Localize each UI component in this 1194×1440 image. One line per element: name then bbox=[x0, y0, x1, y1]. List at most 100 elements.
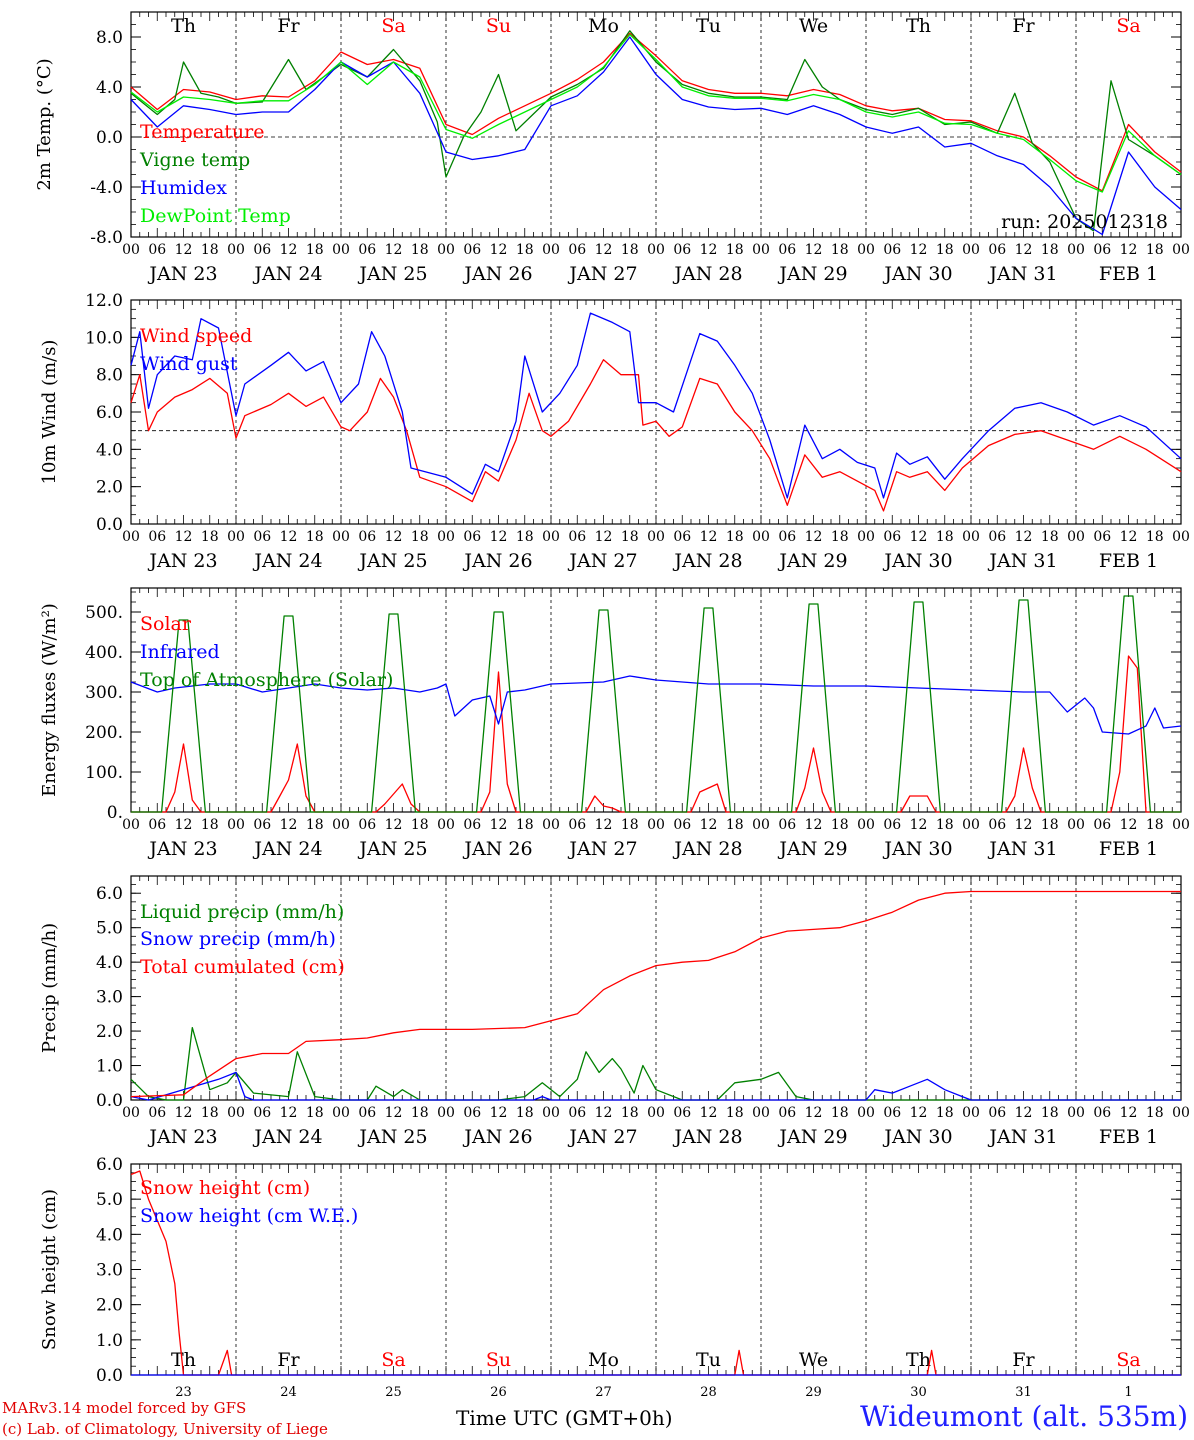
hour-tick-label: 06 bbox=[1093, 529, 1111, 545]
legend-entry: Wind speed bbox=[140, 325, 252, 347]
hour-tick-label: 18 bbox=[1146, 817, 1164, 833]
series-line bbox=[130, 675, 1182, 735]
weekday-label: Sa bbox=[1116, 15, 1140, 37]
hour-tick-label: 18 bbox=[1146, 242, 1164, 258]
hour-tick-label: 00 bbox=[437, 529, 455, 545]
hour-tick-label: 00 bbox=[962, 1105, 980, 1121]
y-tick-label: 0.0 bbox=[96, 1091, 123, 1111]
hour-tick-label: 18 bbox=[516, 1105, 534, 1121]
hour-tick-label: 06 bbox=[463, 1105, 481, 1121]
run-label: run: 2025012318 bbox=[1001, 211, 1168, 233]
legend-entry: Snow height (cm W.E.) bbox=[140, 1205, 358, 1227]
hour-tick-label: 00 bbox=[647, 1105, 665, 1121]
y-tick-label: 0.0 bbox=[96, 128, 123, 148]
hour-tick-label: 12 bbox=[175, 529, 193, 545]
hour-tick-label: 06 bbox=[673, 242, 691, 258]
hour-tick-label: 06 bbox=[253, 1105, 271, 1121]
y-tick-label: 5.0 bbox=[96, 919, 123, 939]
hour-tick-label: 18 bbox=[306, 529, 324, 545]
hour-tick-label: 00 bbox=[437, 242, 455, 258]
y-tick-label: 400. bbox=[85, 643, 123, 663]
day-number-label: 29 bbox=[805, 1385, 822, 1400]
y-tick-label: 4.0 bbox=[96, 1225, 123, 1245]
hour-tick-label: 06 bbox=[358, 242, 376, 258]
hour-tick-label: 12 bbox=[700, 242, 718, 258]
hour-tick-label: 06 bbox=[778, 242, 796, 258]
y-tick-label: 100. bbox=[85, 763, 123, 783]
hour-tick-label: 12 bbox=[175, 817, 193, 833]
hour-tick-label: 00 bbox=[857, 817, 875, 833]
hour-tick-label: 12 bbox=[700, 1105, 718, 1121]
y-axis-title: Precip (mm/h) bbox=[39, 923, 60, 1053]
hour-tick-label: 06 bbox=[673, 817, 691, 833]
date-label: JAN 27 bbox=[567, 1126, 637, 1148]
hour-tick-label: 06 bbox=[568, 1105, 586, 1121]
day-number-label: 1 bbox=[1124, 1385, 1132, 1400]
hour-tick-label: 00 bbox=[1172, 242, 1190, 258]
day-number-label: 26 bbox=[490, 1385, 507, 1400]
hour-tick-label: 06 bbox=[358, 817, 376, 833]
hour-tick-label: 12 bbox=[490, 529, 508, 545]
weekday-label: Mo bbox=[588, 1349, 619, 1371]
series-line bbox=[130, 1071, 1181, 1101]
legend-entry: Humidex bbox=[140, 177, 227, 199]
y-tick-label: 300. bbox=[85, 683, 123, 703]
hour-tick-label: 00 bbox=[227, 529, 245, 545]
hour-tick-label: 18 bbox=[516, 529, 534, 545]
date-label: JAN 26 bbox=[462, 263, 532, 285]
y-tick-label: 500. bbox=[85, 603, 123, 623]
hour-tick-label: 12 bbox=[175, 1105, 193, 1121]
y-tick-label: 0.0 bbox=[96, 1366, 123, 1386]
hour-tick-label: 18 bbox=[936, 242, 954, 258]
weekday-label: We bbox=[799, 1349, 828, 1371]
hour-tick-label: 12 bbox=[490, 1105, 508, 1121]
hour-tick-label: 00 bbox=[122, 817, 140, 833]
hour-tick-label: 18 bbox=[1041, 529, 1059, 545]
hour-tick-label: 12 bbox=[175, 242, 193, 258]
hour-tick-label: 12 bbox=[385, 1105, 403, 1121]
hour-tick-label: 12 bbox=[490, 817, 508, 833]
date-label: JAN 31 bbox=[987, 550, 1057, 572]
hour-tick-label: 06 bbox=[463, 817, 481, 833]
legend-entry: Wind gust bbox=[140, 353, 238, 375]
day-number-label: 27 bbox=[595, 1385, 612, 1400]
hour-tick-label: 18 bbox=[726, 529, 744, 545]
hour-tick-label: 12 bbox=[1120, 242, 1138, 258]
day-number-label: 28 bbox=[700, 1385, 717, 1400]
series-line bbox=[130, 36, 1182, 236]
hour-tick-label: 12 bbox=[595, 1105, 613, 1121]
hour-tick-label: 00 bbox=[437, 817, 455, 833]
hour-tick-label: 12 bbox=[490, 242, 508, 258]
hour-tick-label: 00 bbox=[647, 817, 665, 833]
series-line bbox=[130, 32, 1182, 192]
hour-tick-label: 18 bbox=[1041, 817, 1059, 833]
hour-tick-label: 18 bbox=[831, 529, 849, 545]
hour-tick-label: 12 bbox=[910, 242, 928, 258]
weekday-label: Th bbox=[171, 1349, 196, 1371]
hour-tick-label: 18 bbox=[1146, 1105, 1164, 1121]
weekday-label: Fr bbox=[277, 1349, 300, 1371]
hour-tick-label: 18 bbox=[831, 1105, 849, 1121]
weekday-label: We bbox=[799, 15, 828, 37]
weekday-label: Su bbox=[486, 15, 511, 37]
hour-tick-label: 18 bbox=[411, 529, 429, 545]
date-label: JAN 28 bbox=[672, 838, 742, 860]
weekday-label: Sa bbox=[1116, 1349, 1140, 1371]
series-line bbox=[131, 655, 1181, 813]
legend-entry: Vigne temp bbox=[139, 149, 250, 171]
hour-tick-label: 00 bbox=[1067, 242, 1085, 258]
series-line bbox=[131, 595, 1181, 813]
day-number-label: 23 bbox=[175, 1385, 192, 1400]
weekday-label: Sa bbox=[381, 1349, 405, 1371]
hour-tick-label: 00 bbox=[752, 1105, 770, 1121]
hour-tick-label: 00 bbox=[752, 817, 770, 833]
hour-tick-label: 06 bbox=[988, 242, 1006, 258]
hour-tick-label: 06 bbox=[148, 1105, 166, 1121]
hour-tick-label: 00 bbox=[227, 817, 245, 833]
y-tick-label: 8.0 bbox=[96, 28, 123, 48]
weekday-label: Th bbox=[906, 1349, 931, 1371]
hour-tick-label: 00 bbox=[227, 1105, 245, 1121]
y-tick-label: 6.0 bbox=[96, 403, 123, 423]
hour-tick-label: 06 bbox=[988, 529, 1006, 545]
